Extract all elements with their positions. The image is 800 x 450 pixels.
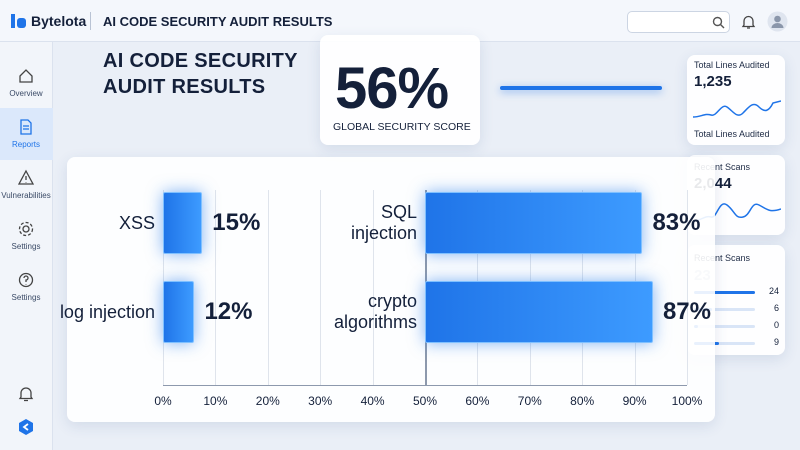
list-track bbox=[694, 308, 755, 311]
main-title: AI CODE SECURITY AUDIT RESULTS bbox=[103, 50, 298, 98]
list-value: 24 bbox=[768, 286, 779, 296]
value-label: 15% bbox=[212, 209, 261, 236]
x-tick-label: 50% bbox=[412, 394, 438, 408]
card-footer: Total Lines Audited bbox=[694, 129, 770, 139]
nav-label: Reports bbox=[11, 140, 40, 149]
card-title: Recent Scans bbox=[694, 162, 751, 172]
x-tick-label: 30% bbox=[308, 394, 333, 408]
card-title: Total Lines Audited bbox=[694, 60, 770, 70]
x-tick-label: 100% bbox=[671, 394, 703, 408]
brand: Bytelota bbox=[31, 13, 87, 29]
header-title: AI CODE SECURITY AUDIT RESULTS bbox=[103, 14, 333, 29]
x-tick-label: 80% bbox=[570, 394, 595, 408]
bar bbox=[425, 192, 643, 254]
search-box[interactable] bbox=[627, 11, 730, 33]
value-label: 87% bbox=[662, 298, 711, 325]
score-line bbox=[500, 86, 662, 90]
bell-button[interactable] bbox=[741, 14, 756, 30]
score: 56% bbox=[335, 56, 449, 121]
list-track bbox=[694, 325, 755, 328]
list-bar bbox=[694, 291, 755, 294]
grid-line bbox=[215, 190, 217, 385]
bar bbox=[163, 192, 203, 254]
sparkline bbox=[693, 100, 781, 118]
notifications[interactable] bbox=[17, 385, 35, 403]
category-label: SQL injection bbox=[350, 202, 417, 243]
nav-label: Overview bbox=[9, 89, 43, 98]
x-tick-label: 40% bbox=[360, 394, 385, 408]
category-label: XSS bbox=[118, 212, 155, 233]
score-label: GLOBAL SECURITY SCORE bbox=[333, 121, 471, 133]
list-value: 6 bbox=[773, 303, 779, 313]
x-tick-label: 90% bbox=[622, 394, 647, 408]
x-tick-label: 10% bbox=[203, 394, 228, 408]
list-value: 9 bbox=[773, 337, 779, 347]
x-tick-label: 70% bbox=[517, 394, 542, 408]
x-tick-label: 60% bbox=[465, 394, 490, 408]
nav-item[interactable]: Overview bbox=[0, 67, 52, 98]
chart-panel: 0% 10% 20% 30% 40% 50% 60% 70% 80% 90% 100% XSS 15% S… bbox=[60, 157, 715, 422]
category-label: crypto algorithms bbox=[333, 291, 417, 332]
bar bbox=[163, 281, 195, 343]
nav-item[interactable]: Vulnerabilities bbox=[0, 169, 52, 200]
list-value: 0 bbox=[773, 320, 779, 330]
nav-item[interactable]: Reports bbox=[0, 118, 52, 149]
x-tick-label: 20% bbox=[255, 394, 280, 408]
nav-label: Vulnerabilities bbox=[1, 191, 51, 200]
grid-line bbox=[372, 190, 374, 385]
card-lines: Total Lines Audited 1,235 Total Lines Au… bbox=[687, 55, 785, 145]
category-label: log injection bbox=[59, 301, 155, 322]
list-track bbox=[694, 342, 755, 345]
x-tick-label: 0% bbox=[154, 394, 172, 408]
bar bbox=[425, 281, 653, 343]
nav-item[interactable]: Settings bbox=[0, 220, 52, 251]
score-card: 56% GLOBAL SECURITY SCORE bbox=[320, 35, 480, 145]
grid-line bbox=[267, 190, 269, 385]
app-logo bbox=[19, 419, 33, 435]
grid-line bbox=[320, 190, 322, 385]
grid-line bbox=[687, 190, 688, 385]
card-value: 1,235 bbox=[694, 73, 732, 90]
nav-label: Settings bbox=[11, 293, 41, 302]
x-axis bbox=[163, 385, 687, 386]
nav-item[interactable]: Settings bbox=[0, 271, 52, 302]
value-label: 83% bbox=[652, 209, 701, 236]
sidebar: Overview Reports Vulnerabilities Settings Se… bbox=[0, 42, 53, 450]
value-label: 12% bbox=[204, 298, 253, 325]
avatar[interactable] bbox=[767, 11, 788, 32]
separator bbox=[90, 12, 91, 30]
card-title: Recent Scans bbox=[694, 253, 751, 263]
logo bbox=[11, 14, 26, 28]
nav-label: Settings bbox=[11, 242, 41, 251]
